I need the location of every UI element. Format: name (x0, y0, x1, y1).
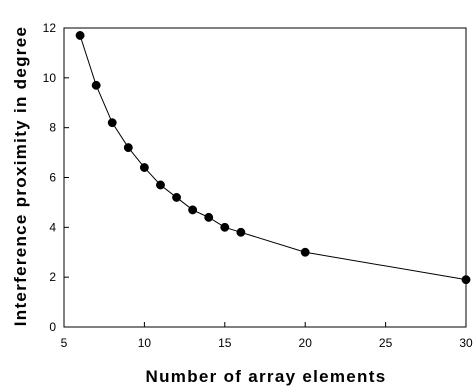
data-point (172, 192, 182, 202)
data-point (461, 275, 471, 285)
y-tick-label: 12 (43, 21, 57, 35)
data-point (156, 180, 165, 190)
data-point (236, 227, 246, 237)
x-tick-label: 15 (218, 336, 232, 350)
y-tick-label: 8 (49, 121, 56, 135)
data-point (75, 31, 85, 40)
plot-frame (63, 27, 467, 328)
data-point (220, 222, 230, 232)
axis-ticks (63, 27, 467, 328)
series-line-layer (79, 35, 467, 281)
data-point (300, 247, 310, 257)
x-tick-label: 20 (299, 336, 313, 350)
x-axis-title: Number of array elements (146, 367, 387, 386)
data-point (123, 143, 133, 153)
x-tick-label: 10 (138, 336, 152, 350)
x-tick-label: 25 (379, 336, 393, 350)
x-tick-label: 5 (61, 336, 68, 350)
tick-labels: 5 10 15 20 25 30 0 2 4 6 8 10 12 (43, 21, 473, 350)
data-point (139, 163, 149, 172)
series-line (79, 35, 467, 281)
data-point (204, 212, 214, 222)
data-point (91, 80, 101, 90)
data-points (75, 31, 471, 285)
y-tick-label: 10 (43, 71, 57, 85)
x-tick-label: 30 (459, 336, 473, 350)
y-tick-label: 6 (49, 171, 56, 185)
y-tick-label: 2 (49, 270, 56, 284)
y-axis-title: Interference proximity in degree (11, 26, 30, 326)
plot-area (63, 27, 467, 328)
data-point (188, 205, 198, 215)
data-point (107, 118, 117, 128)
y-tick-label: 4 (49, 220, 56, 234)
y-tick-label: 0 (49, 320, 56, 334)
